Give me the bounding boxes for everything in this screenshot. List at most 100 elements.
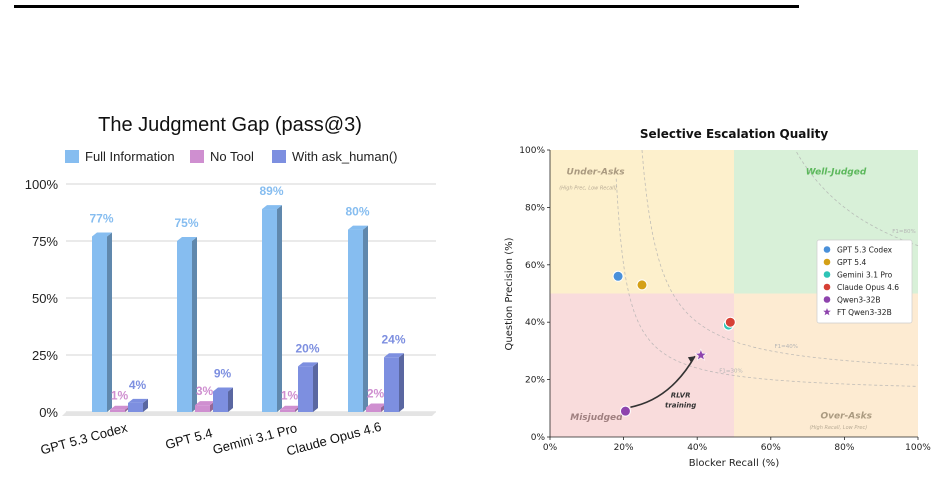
- annotation-line1: RLVR: [671, 391, 691, 399]
- x-tick-label: 100%: [905, 443, 931, 453]
- scatter-chart-title: Selective Escalation Quality: [640, 127, 829, 141]
- bar-front: [92, 236, 107, 412]
- bar-front: [128, 402, 143, 412]
- y-tick-label: 20%: [525, 376, 545, 386]
- bar-top: [384, 353, 404, 358]
- bar-front: [110, 409, 125, 412]
- legend-label-with-ask-human: With ask_human(): [292, 149, 397, 164]
- f1-contour-label: F1=40%: [774, 344, 798, 350]
- legend-swatch-no-tool: [190, 150, 204, 163]
- bar-side: [228, 387, 233, 412]
- scatter-quadrants: Under-Asks (High Prec, Low Recall) Well-Ju…: [550, 150, 918, 437]
- point-claude-opus-4-6: [724, 316, 736, 328]
- bar-front: [195, 405, 210, 412]
- judgment-gap-chart: The Judgment Gap (pass@3) Full Informati…: [0, 100, 460, 473]
- bar-full-information-gpt-5-4: [177, 237, 197, 412]
- bar-chart-title: The Judgment Gap (pass@3): [98, 114, 362, 136]
- bar-front: [280, 409, 295, 412]
- bar-data-label: 77%: [89, 211, 113, 225]
- bar-side: [399, 353, 404, 412]
- point-gpt-5-4: [636, 279, 648, 291]
- bar-full-information-claude-opus-4-6: [348, 225, 368, 412]
- x-tick-label: GPT 5.4: [164, 425, 214, 452]
- bar-side: [277, 205, 282, 412]
- bar-front: [262, 209, 277, 412]
- legend-marker-gpt-5-3-codex: [823, 246, 831, 253]
- bar-with-ask-human-claude-opus-4-6: [384, 353, 404, 412]
- bar-data-label: 3%: [196, 384, 214, 398]
- y-tick-label: 100%: [25, 177, 59, 192]
- legend-label-no-tool: No Tool: [210, 149, 254, 164]
- quadrant-label: Under-Asks: [567, 167, 626, 177]
- bar-front: [384, 357, 399, 412]
- legend-marker-qwen3-32b: [823, 296, 831, 303]
- legend-label-gemini-3-1-pro: Gemini 3.1 Pro: [837, 271, 893, 280]
- bar-top: [195, 401, 215, 406]
- bar-top: [213, 387, 233, 392]
- bar-full-information-gpt-5-3-codex: [92, 232, 112, 412]
- quadrant-under-asks: [550, 150, 734, 294]
- bar-top: [280, 405, 300, 410]
- bar-front: [298, 366, 313, 412]
- bar-side: [313, 362, 318, 412]
- quadrant-sublabel: (High Prec, Low Recall): [559, 185, 617, 191]
- scatter-points: [612, 270, 736, 417]
- bar-full-information-gemini-3-1-pro: [262, 205, 282, 412]
- bar-front: [213, 391, 228, 412]
- bar-no-tool-gemini-3-1-pro: [280, 405, 300, 412]
- x-tick-label: 0%: [543, 443, 558, 453]
- y-tick-label: 0%: [531, 433, 546, 443]
- bar-top: [298, 362, 318, 367]
- x-tick-label: 60%: [761, 443, 781, 453]
- bar-top: [110, 405, 130, 410]
- point-ft-qwen3-32b: [694, 348, 708, 361]
- bar-top: [366, 403, 386, 408]
- bar-with-ask-human-gemini-3-1-pro: [298, 362, 318, 412]
- bar-top: [262, 205, 282, 210]
- escalation-quality-chart: Selective Escalation Quality Under-Asks (…: [490, 120, 938, 473]
- y-tick-label: 40%: [525, 318, 545, 328]
- quadrant-label: Well-Judged: [806, 167, 867, 177]
- bar-data-label: 1%: [281, 389, 299, 403]
- bar-side: [143, 398, 148, 412]
- y-tick-label: 0%: [39, 405, 58, 420]
- f1-contour-40: [641, 149, 919, 366]
- bar-top: [177, 237, 197, 241]
- legend-marker-ft-qwen3-32b: [823, 308, 831, 316]
- bar-top: [128, 398, 148, 403]
- bar-side: [107, 232, 112, 412]
- bar-side: [192, 237, 197, 412]
- scatter-annotation: RLVR training: [630, 355, 696, 409]
- y-tick-label: 80%: [525, 203, 545, 213]
- x-tick-label: 80%: [834, 443, 854, 453]
- f1-contour-label: F1=30%: [719, 368, 743, 374]
- legend-label-gpt-5-3-codex: GPT 5.3 Codex: [837, 246, 893, 255]
- bar-chart-svg: The Judgment Gap (pass@3) Full Informati…: [25, 114, 436, 459]
- annotation-line2: training: [665, 401, 696, 409]
- scatter-chart-svg: Selective Escalation Quality Under-Asks (…: [504, 127, 931, 469]
- quadrant-label: Over-Asks: [820, 411, 872, 421]
- scatter-y-axis-label: Question Precision (%): [504, 237, 515, 350]
- x-tick-label: 40%: [687, 443, 707, 453]
- y-tick-label: 100%: [519, 146, 545, 156]
- bar-front: [348, 229, 363, 412]
- bar-side: [363, 225, 368, 412]
- floor: [62, 412, 436, 416]
- scatter-axes: 0% 20% 40% 60% 80% 100% 0% 20% 40% 60% 80% 100%: [519, 146, 931, 453]
- bar-data-label: 9%: [214, 366, 232, 380]
- f1-contour-label: F1=80%: [892, 229, 916, 235]
- bar-with-ask-human-gpt-5-4: [213, 387, 233, 412]
- legend-label-qwen3-32b: Qwen3-32B: [837, 296, 881, 305]
- scatter-x-axis-label: Blocker Recall (%): [689, 458, 780, 469]
- y-tick-label: 50%: [32, 291, 58, 306]
- bar-data-label: 1%: [111, 389, 129, 403]
- bar-data-label: 80%: [345, 205, 369, 219]
- legend-marker-gemini-3-1-pro: [823, 271, 831, 278]
- legend-label-claude-opus-4-6: Claude Opus 4.6: [837, 283, 899, 292]
- bar-top: [348, 225, 368, 230]
- bar-with-ask-human-gpt-5-3-codex: [128, 398, 148, 412]
- y-tick-label: 60%: [525, 261, 545, 271]
- bar-chart-marks: 77%1%4%75%3%9%89%1%20%80%2%24%: [89, 184, 406, 412]
- bar-data-label: 20%: [295, 341, 319, 355]
- legend-marker-claude-opus-4-6: [823, 283, 831, 291]
